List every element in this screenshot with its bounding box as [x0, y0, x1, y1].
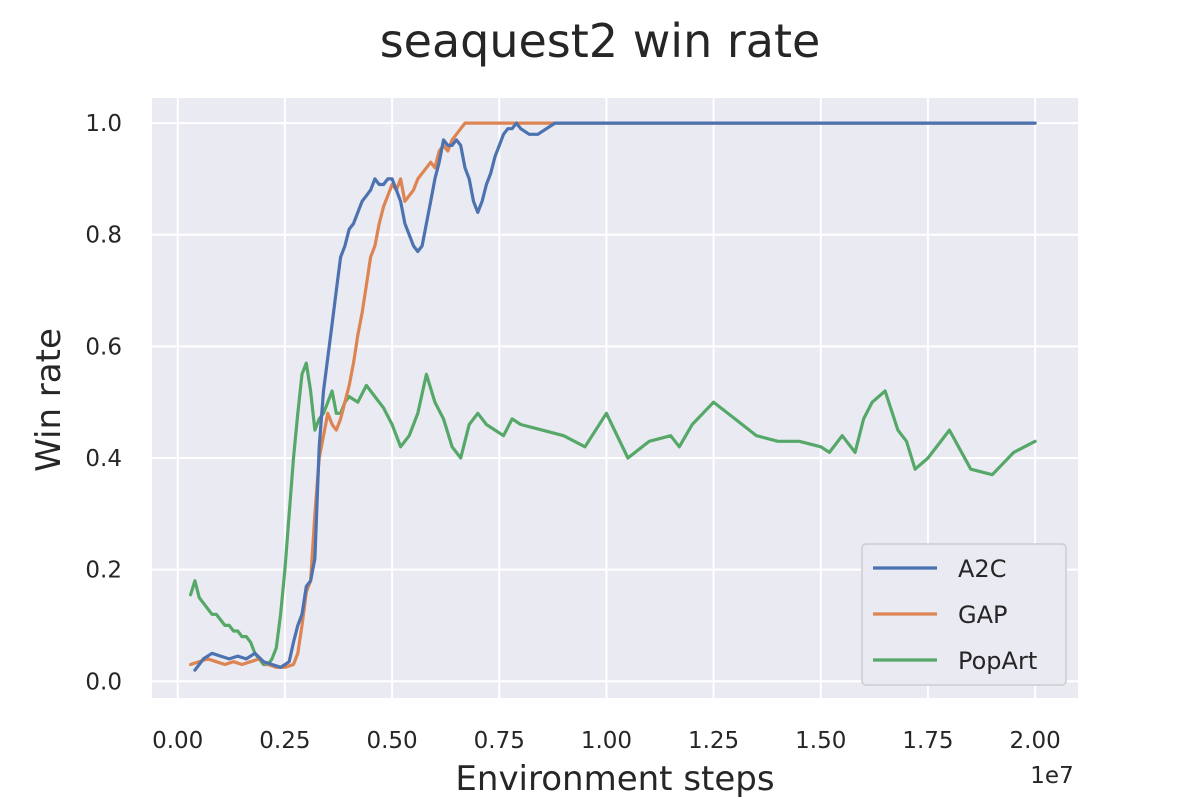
- x-tick-label: 0.25: [259, 728, 310, 754]
- y-tick-label: 0.0: [85, 669, 122, 695]
- y-axis-label: Win rate: [29, 328, 69, 472]
- legend-label-a2c: A2C: [958, 555, 1006, 583]
- x-axis-offset-label: 1e7: [1030, 763, 1073, 789]
- y-tick-labels: 0.0 0.2 0.4 0.6 0.8 1.0: [85, 111, 122, 695]
- x-tick-label: 1.75: [902, 728, 953, 754]
- x-tick-label: 0.50: [366, 728, 417, 754]
- x-tick-label: 1.25: [688, 728, 739, 754]
- y-tick-label: 0.6: [85, 334, 122, 360]
- y-tick-label: 0.2: [85, 558, 122, 584]
- x-tick-label: 1.50: [795, 728, 846, 754]
- series-lines: [189, 121, 1037, 672]
- x-tick-labels: 0.00 0.25 0.50 0.75 1.00 1.25 1.50 1.75 2.00: [152, 728, 1061, 754]
- legend: A2C GAP PopArt: [861, 543, 1067, 686]
- x-tick-label: 0.00: [152, 728, 203, 754]
- y-tick-label: 0.4: [85, 446, 122, 472]
- chart-title: seaquest2 win rate: [380, 14, 821, 68]
- x-axis-label: Environment steps: [455, 759, 774, 799]
- x-tick-label: 2.00: [1010, 728, 1061, 754]
- x-tick-label: 0.75: [474, 728, 525, 754]
- y-tick-label: 1.0: [85, 111, 122, 137]
- y-tick-label: 0.8: [85, 223, 122, 249]
- legend-label-gap: GAP: [958, 601, 1008, 629]
- x-tick-label: 1.00: [581, 728, 632, 754]
- legend-box: [861, 543, 1067, 686]
- legend-label-popart: PopArt: [958, 647, 1037, 675]
- series-line-popart: [189, 361, 1037, 667]
- series-line-a2c: [193, 121, 1037, 672]
